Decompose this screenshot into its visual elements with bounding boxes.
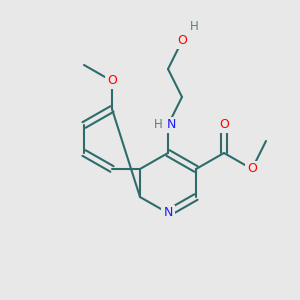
- Text: O: O: [177, 34, 187, 47]
- Text: N: N: [166, 118, 176, 131]
- Text: H: H: [190, 20, 198, 32]
- Text: O: O: [247, 163, 257, 176]
- Text: H: H: [154, 118, 162, 131]
- Text: O: O: [107, 74, 117, 88]
- Text: O: O: [219, 118, 229, 131]
- Text: N: N: [163, 206, 173, 220]
